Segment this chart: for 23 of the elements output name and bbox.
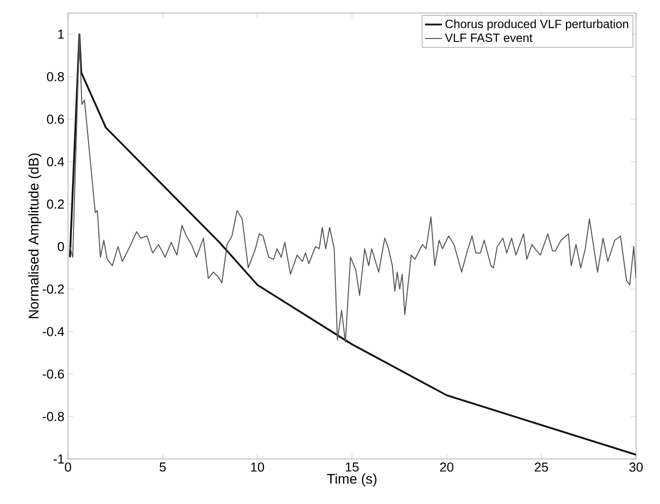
y-tick-label: 0 [58, 242, 64, 252]
x-tick-label: 30 [629, 462, 643, 472]
y-tick-label: -0.8 [42, 412, 64, 422]
y-tick-label: 0.6 [46, 114, 64, 124]
y-tick-label: -1 [54, 454, 64, 464]
legend-label: Chorus produced VLF perturbation [445, 19, 628, 31]
x-tick-label: 5 [160, 462, 166, 472]
line-series [69, 34, 636, 343]
x-tick-label: 0 [64, 462, 72, 472]
y-tick-label: 0.4 [46, 157, 64, 166]
y-tick-label: 0.8 [46, 72, 64, 82]
y-axis-title: Normalised Amplitude (dB) [28, 154, 42, 318]
y-tick-label: -0.4 [42, 326, 64, 336]
y-tick-label: 0.2 [46, 200, 64, 209]
x-tick-label: 20 [440, 462, 454, 472]
x-tick-label: 25 [534, 462, 548, 472]
y-tick-label: -0.6 [42, 369, 64, 379]
y-tick-label: 1 [58, 30, 64, 39]
x-axis-title: Time (s) [327, 474, 376, 487]
y-tick-label: -0.2 [42, 284, 64, 294]
x-tick-label: 10 [251, 462, 264, 472]
x-tick-label: 15 [346, 462, 359, 472]
legend-label: VLF FAST event [444, 34, 532, 42]
